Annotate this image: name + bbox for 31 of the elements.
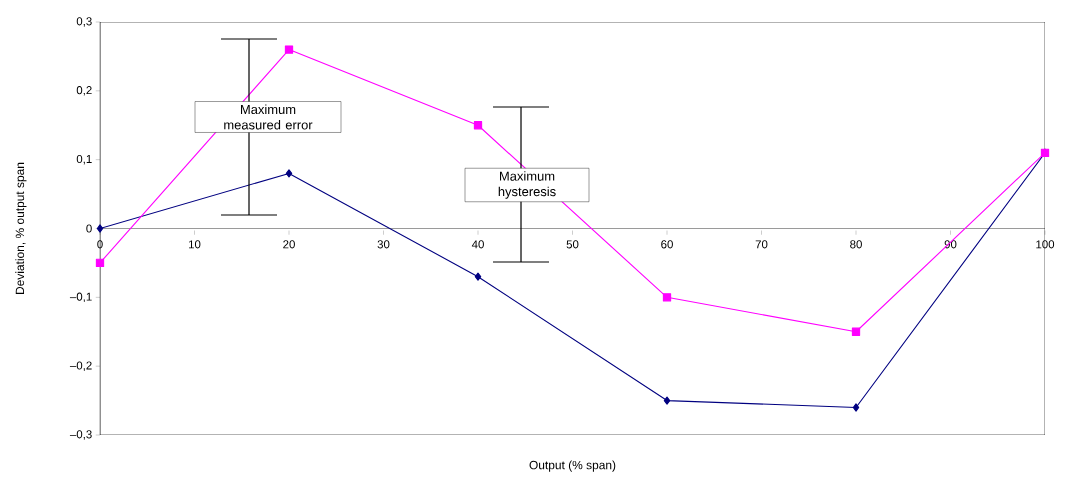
point [95,258,105,268]
x-axis-title: Output (% span) [529,460,616,472]
y-tick-label: 0,2 [76,86,92,96]
x-tick-label: 20 [283,240,295,249]
x-tick-label: 70 [755,240,768,249]
x-tick-label: 0 [97,240,103,249]
x-tick-label: 30 [377,240,390,249]
point [285,169,293,178]
x-tick-label: 100 [1036,240,1055,249]
point [474,272,482,281]
x-tick-label: 50 [566,240,579,249]
point [284,45,294,54]
point [663,396,671,405]
x-tick-label: 60 [661,240,673,249]
annotation: Maximum hysteresis [498,171,556,199]
y-tick-label: –0,1 [69,292,92,303]
point [851,327,861,336]
point [662,293,672,302]
point [852,403,860,412]
y-tick-label: 0 [86,224,92,233]
point [473,121,483,130]
y-tick-label: –0,3 [69,430,92,440]
y-tick-label: 0,3 [76,17,92,27]
x-tick-label: 80 [850,240,862,249]
x-tick-label: 10 [189,240,201,249]
y-tick-label: –0,2 [69,361,92,371]
x-tick-label: 40 [471,240,484,249]
y-tick-label: 0,1 [76,154,92,165]
point [96,224,104,233]
annotation: Maximum measured error [224,104,313,130]
y-axis-title: Deviation, % output span [15,162,27,294]
